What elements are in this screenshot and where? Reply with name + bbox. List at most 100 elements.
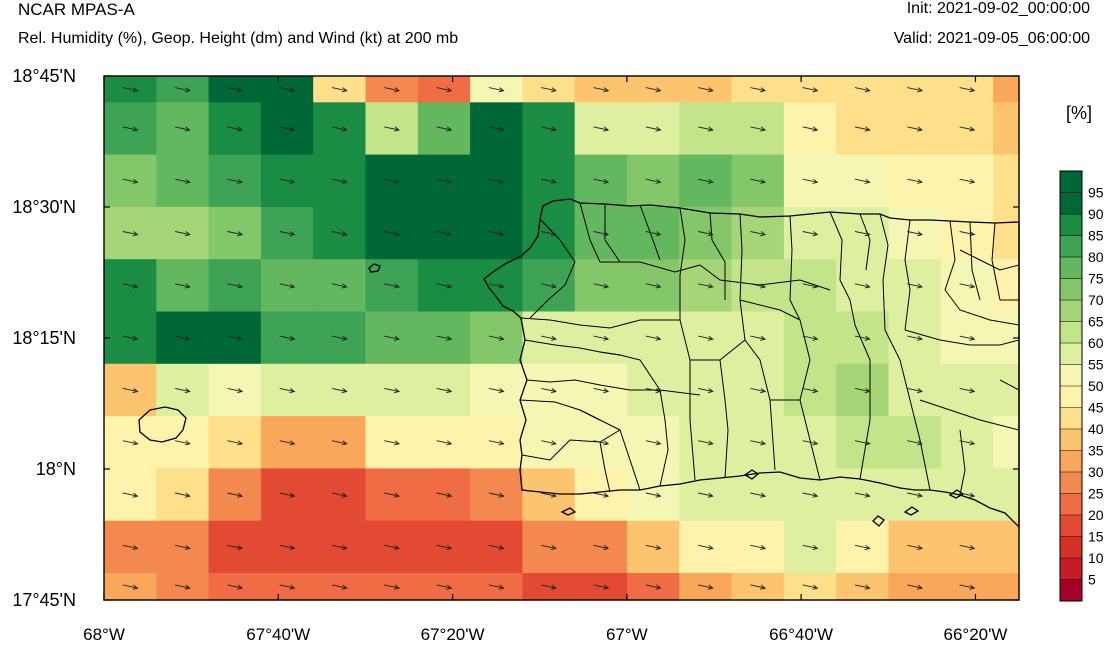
wind-arrow xyxy=(541,492,557,498)
wind-arrow xyxy=(907,492,924,498)
humidity-cell xyxy=(993,520,1020,574)
wind-arrow xyxy=(279,387,296,394)
wind-arrow xyxy=(541,87,557,93)
colorbar-swatch xyxy=(1060,321,1082,344)
wind-arrow xyxy=(488,231,505,237)
wind-arrow xyxy=(854,440,871,446)
wind-arrow xyxy=(907,178,924,184)
colorbar-label: 50 xyxy=(1088,378,1104,394)
wind-arrow xyxy=(175,87,191,93)
wind-arrow xyxy=(907,584,924,590)
wind-arrow xyxy=(331,387,348,394)
wind-arrow xyxy=(959,440,976,446)
wind-arrow xyxy=(384,335,401,341)
wind-arrow xyxy=(645,584,662,590)
wind-arrow xyxy=(331,126,348,132)
colorbar-label: 80 xyxy=(1088,249,1104,265)
wind-arrow xyxy=(436,387,453,394)
lon-tick-label: 66°40'W xyxy=(769,625,833,644)
colorbar-label: 35 xyxy=(1088,443,1104,459)
humidity-cell xyxy=(993,573,1020,601)
wind-arrow xyxy=(959,87,976,93)
colorbar-label: 75 xyxy=(1088,271,1104,287)
wind-arrow xyxy=(122,440,139,446)
wind-arrow xyxy=(175,584,191,590)
wind-arrow xyxy=(122,87,139,93)
init-time: Init: 2021-09-02_00:00:00 xyxy=(906,0,1090,17)
wind-arrow xyxy=(959,544,976,551)
wind-arrow xyxy=(802,178,819,184)
wind-arrow xyxy=(488,283,505,289)
wind-arrow xyxy=(645,440,662,446)
wind-arrow xyxy=(750,335,767,341)
wind-arrow xyxy=(122,584,139,590)
wind-arrow xyxy=(907,87,924,93)
wind-arrow xyxy=(645,387,662,394)
colorbar-label: 10 xyxy=(1088,550,1104,566)
wind-arrow xyxy=(698,87,714,93)
wind-arrow xyxy=(907,231,924,237)
wind-arrow xyxy=(436,126,453,132)
wind-arrow xyxy=(802,440,819,446)
wind-arrow xyxy=(279,283,296,289)
wind-arrow xyxy=(122,178,139,184)
humidity-cell xyxy=(993,76,1020,103)
wind-arrow xyxy=(279,335,296,341)
wind-arrow xyxy=(698,492,714,498)
wind-arrow xyxy=(227,87,244,93)
wind-arrow xyxy=(175,492,191,498)
colorbar-label: 95 xyxy=(1088,185,1104,201)
humidity-cell xyxy=(993,154,1020,208)
wind-arrow xyxy=(227,335,244,341)
wind-arrow xyxy=(488,335,505,341)
wind-arrow xyxy=(488,492,505,498)
lat-tick-label: 17°45'N xyxy=(12,590,76,610)
wind-arrow xyxy=(541,335,557,341)
wind-arrow xyxy=(541,283,557,289)
wind-arrow xyxy=(593,126,610,132)
colorbar-swatch xyxy=(1060,300,1082,322)
wind-arrow xyxy=(488,440,505,446)
wind-arrow xyxy=(907,440,924,446)
wind-arrow xyxy=(593,178,610,184)
wind-arrow xyxy=(488,544,505,551)
humidity-cell xyxy=(993,363,1020,417)
wind-arrow xyxy=(907,283,924,289)
wind-arrow xyxy=(593,87,610,93)
wind-arrow xyxy=(488,387,505,394)
lat-tick-label: 18°15'N xyxy=(12,328,76,348)
colorbar-units: [%] xyxy=(1066,103,1093,123)
colorbar-label: 25 xyxy=(1088,486,1104,502)
wind-arrow xyxy=(854,283,871,289)
wind-arrow xyxy=(175,126,191,132)
wind-arrow xyxy=(698,335,714,341)
wind-arrow xyxy=(750,492,767,498)
wind-arrow xyxy=(593,440,610,446)
wind-arrow xyxy=(488,584,505,590)
colorbar-swatch xyxy=(1060,214,1082,236)
wind-arrow xyxy=(227,544,244,551)
wind-arrow xyxy=(436,87,453,93)
model-title: NCAR MPAS-A xyxy=(18,0,135,19)
colorbar-label: 5 xyxy=(1088,572,1096,588)
axis-ticks: 68°W 67°40'W 67°20'W 67°W 66°40'W 66°20'W 18°4… xyxy=(12,66,1019,644)
wind-arrow xyxy=(122,492,139,498)
wind-arrow xyxy=(854,126,871,132)
wind-arrow xyxy=(698,126,714,132)
wind-arrow xyxy=(331,335,348,341)
colorbar-swatch xyxy=(1060,429,1082,451)
wind-arrow xyxy=(854,87,871,93)
lon-tick-label: 68°W xyxy=(83,625,125,644)
wind-arrow xyxy=(436,283,453,289)
colorbar-label: 90 xyxy=(1088,206,1104,222)
wind-arrow xyxy=(227,584,244,590)
wind-arrow xyxy=(802,283,819,289)
wind-arrow xyxy=(750,87,767,93)
wind-arrow xyxy=(802,126,819,132)
wind-arrow xyxy=(854,544,871,551)
wind-arrow xyxy=(541,584,557,590)
wind-arrow xyxy=(175,178,191,184)
wind-arrow xyxy=(750,231,767,237)
wind-arrow xyxy=(750,440,767,446)
